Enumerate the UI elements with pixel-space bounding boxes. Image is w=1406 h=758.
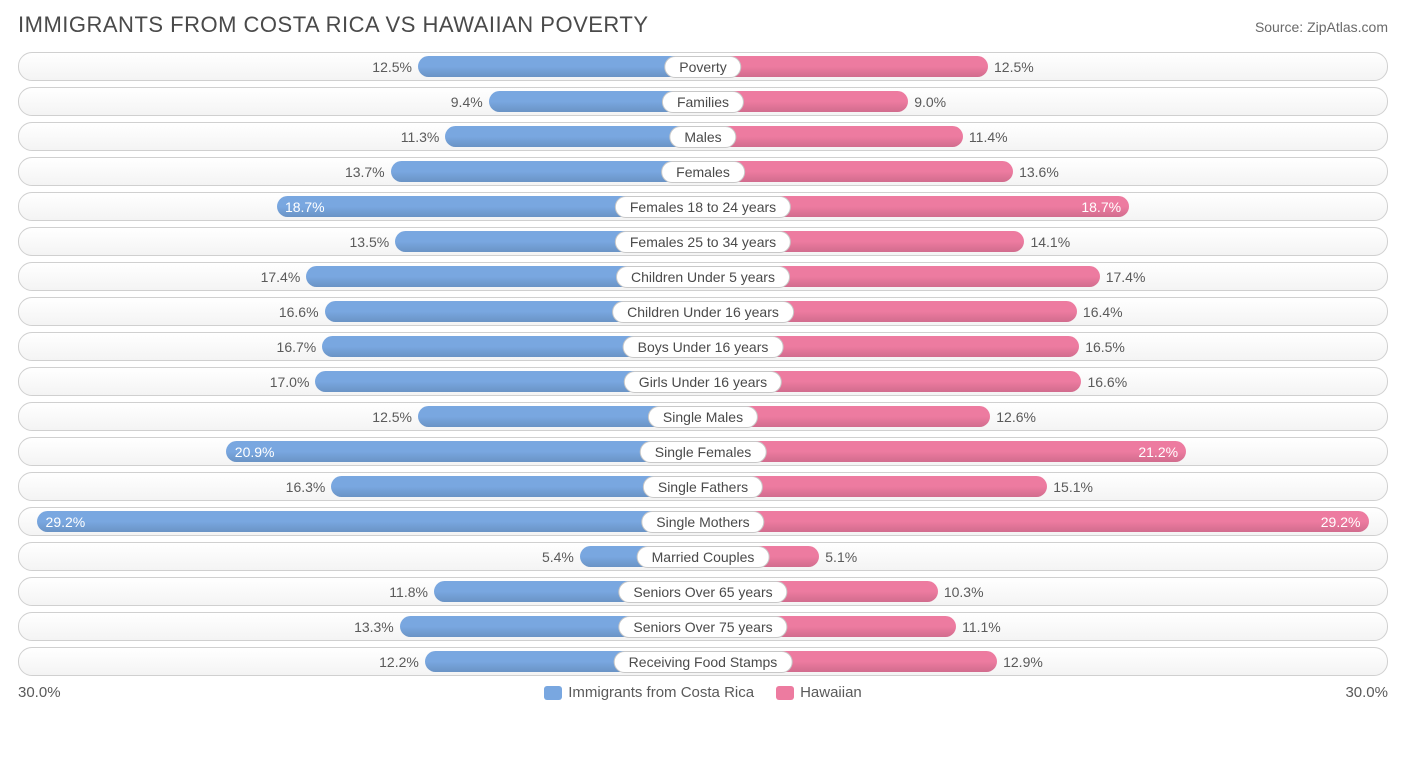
value-right: 11.1%	[962, 619, 1001, 635]
legend-item-left: Immigrants from Costa Rica	[544, 684, 754, 701]
value-right: 13.6%	[1019, 164, 1059, 180]
bar-left	[445, 126, 703, 147]
bar-right	[703, 161, 1013, 182]
value-right: 12.9%	[1003, 654, 1043, 670]
chart-row: 20.9% 21.2% Single Females	[18, 437, 1388, 466]
chart-row: 5.4% 5.1% Married Couples	[18, 542, 1388, 571]
bar-left	[391, 161, 703, 182]
chart-row: 12.2% 12.9% Receiving Food Stamps	[18, 647, 1388, 676]
value-right: 21.2%	[1138, 444, 1178, 460]
axis-max-left: 30.0%	[18, 684, 61, 701]
chart-row: 13.5% 14.1% Females 25 to 34 years	[18, 227, 1388, 256]
category-label: Single Females	[640, 441, 767, 463]
value-left: 17.0%	[270, 374, 310, 390]
category-label: Females 25 to 34 years	[615, 231, 791, 253]
chart-row: 9.4% 9.0% Families	[18, 87, 1388, 116]
bar-right	[703, 56, 988, 77]
value-left: 17.4%	[261, 269, 301, 285]
category-label: Children Under 5 years	[616, 266, 790, 288]
chart-row: 13.7% 13.6% Females	[18, 157, 1388, 186]
chart-row: 17.4% 17.4% Children Under 5 years	[18, 262, 1388, 291]
category-label: Females 18 to 24 years	[615, 196, 791, 218]
bar-left	[226, 441, 703, 462]
category-label: Girls Under 16 years	[624, 371, 782, 393]
value-left: 12.5%	[372, 59, 412, 75]
value-right: 5.1%	[825, 549, 857, 565]
legend-label-left: Immigrants from Costa Rica	[568, 684, 754, 701]
category-label: Children Under 16 years	[612, 301, 794, 323]
value-right: 16.4%	[1083, 304, 1123, 320]
category-label: Married Couples	[637, 546, 770, 568]
value-left: 11.8%	[389, 584, 428, 600]
chart-row: 18.7% 18.7% Females 18 to 24 years	[18, 192, 1388, 221]
value-left: 13.3%	[354, 619, 394, 635]
category-label: Single Males	[648, 406, 758, 428]
category-label: Single Mothers	[641, 511, 764, 533]
value-left: 16.6%	[279, 304, 319, 320]
value-right: 10.3%	[944, 584, 984, 600]
chart-row: 12.5% 12.5% Poverty	[18, 52, 1388, 81]
value-right: 12.5%	[994, 59, 1034, 75]
value-right: 29.2%	[1321, 514, 1361, 530]
category-label: Females	[661, 161, 745, 183]
chart-row: 16.7% 16.5% Boys Under 16 years	[18, 332, 1388, 361]
value-left: 20.9%	[235, 444, 275, 460]
bar-left	[37, 511, 703, 532]
value-right: 16.6%	[1087, 374, 1127, 390]
chart-row: 13.3% 11.1% Seniors Over 75 years	[18, 612, 1388, 641]
chart-header: IMMIGRANTS FROM COSTA RICA VS HAWAIIAN P…	[18, 12, 1388, 38]
chart-row: 11.3% 11.4% Males	[18, 122, 1388, 151]
bar-right	[703, 126, 963, 147]
category-label: Seniors Over 65 years	[618, 581, 787, 603]
category-label: Poverty	[664, 56, 741, 78]
chart-row: 12.5% 12.6% Single Males	[18, 402, 1388, 431]
bar-right	[703, 441, 1186, 462]
chart-row: 16.3% 15.1% Single Fathers	[18, 472, 1388, 501]
value-left: 16.3%	[286, 479, 326, 495]
value-right: 17.4%	[1106, 269, 1146, 285]
value-right: 14.1%	[1030, 234, 1070, 250]
legend: Immigrants from Costa Rica Hawaiian	[544, 684, 862, 701]
value-left: 9.4%	[451, 94, 483, 110]
value-right: 16.5%	[1085, 339, 1125, 355]
value-left: 12.5%	[372, 409, 412, 425]
chart-row: 17.0% 16.6% Girls Under 16 years	[18, 367, 1388, 396]
value-left: 18.7%	[285, 199, 325, 215]
axis-max-right: 30.0%	[1345, 684, 1388, 701]
bar-right	[703, 511, 1369, 532]
value-left: 5.4%	[542, 549, 574, 565]
chart-row: 29.2% 29.2% Single Mothers	[18, 507, 1388, 536]
value-right: 12.6%	[996, 409, 1036, 425]
value-right: 15.1%	[1053, 479, 1093, 495]
legend-label-right: Hawaiian	[800, 684, 862, 701]
category-label: Receiving Food Stamps	[614, 651, 793, 673]
chart-row: 11.8% 10.3% Seniors Over 65 years	[18, 577, 1388, 606]
chart-title: IMMIGRANTS FROM COSTA RICA VS HAWAIIAN P…	[18, 12, 649, 38]
bar-left	[418, 56, 703, 77]
value-left: 13.5%	[350, 234, 390, 250]
legend-swatch-right	[776, 686, 794, 700]
value-left: 13.7%	[345, 164, 385, 180]
diverging-bar-chart: 12.5%12.5%Poverty9.4%9.0%Families11.3%11…	[18, 52, 1388, 676]
value-left: 29.2%	[46, 514, 86, 530]
value-left: 11.3%	[401, 129, 440, 145]
category-label: Seniors Over 75 years	[618, 616, 787, 638]
category-label: Males	[669, 126, 736, 148]
legend-swatch-left	[544, 686, 562, 700]
category-label: Single Fathers	[643, 476, 763, 498]
value-right: 11.4%	[969, 129, 1008, 145]
legend-item-right: Hawaiian	[776, 684, 862, 701]
chart-footer: 30.0% Immigrants from Costa Rica Hawaiia…	[18, 684, 1388, 701]
value-right: 18.7%	[1081, 199, 1121, 215]
value-right: 9.0%	[914, 94, 946, 110]
chart-row: 16.6% 16.4% Children Under 16 years	[18, 297, 1388, 326]
value-left: 16.7%	[277, 339, 317, 355]
chart-source: Source: ZipAtlas.com	[1255, 19, 1388, 35]
value-left: 12.2%	[379, 654, 419, 670]
category-label: Boys Under 16 years	[623, 336, 784, 358]
category-label: Families	[662, 91, 744, 113]
